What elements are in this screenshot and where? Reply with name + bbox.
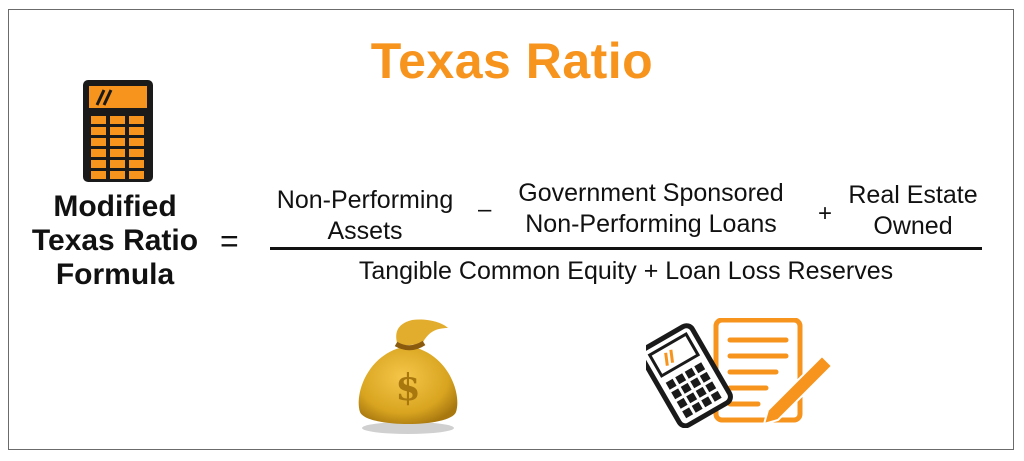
calculator-key [699,371,711,383]
calculator-key [701,396,713,408]
formula-name-line3: Formula [55,258,175,291]
calculator-key [91,138,106,146]
calculator-key [129,160,144,168]
calculator-key [110,149,125,157]
calculator-key [129,116,144,124]
calculator-key [695,386,707,398]
calculator-key [110,138,125,146]
calculator-key [91,149,106,157]
calculator-key [671,388,683,400]
gov-loans-line1: Government Sponsored [518,179,784,207]
calculator-key [686,392,698,404]
numerator-term-gov-loans: Government Sponsored Non-Performing Loan… [496,178,806,240]
calculator-key [91,116,106,124]
reo-line1: Real Estate [848,181,978,209]
formula-name: Modified Texas Ratio Formula [18,190,212,292]
calculator-key [690,377,702,389]
calculator-key [691,401,703,413]
calculator-key [129,171,144,179]
calculator-key [91,160,106,168]
calculator-key [710,390,722,402]
calculator-key [676,397,688,409]
diagram-frame [8,9,1014,450]
calculator-key [675,373,687,385]
page-title: Texas Ratio [370,33,654,89]
calculator-icon [83,80,153,182]
calculator-key [665,378,677,390]
formula-name-line1: Modified [53,190,177,223]
calculator-key [129,127,144,135]
denominator: Tangible Common Equity + Loan Loss Reser… [358,257,894,285]
calculator-key [110,171,125,179]
calculator-key [682,407,694,419]
calculator-key [129,138,144,146]
calculator-key [91,127,106,135]
npa-line2: Assets [327,217,403,245]
npa-line1: Non-Performing [276,186,454,214]
calculator-key [110,160,125,168]
formula-name-line2: Texas Ratio [31,224,199,257]
equals-sign: = [220,223,239,259]
calculator-key [91,171,106,179]
reo-line2: Owned [873,212,953,240]
calculator-key [110,116,125,124]
svg-text:$: $ [395,367,420,409]
numerator-term-npa: Non-Performing Assets [262,185,468,247]
calculator-document-icon [646,318,834,428]
calculator-key [680,382,692,394]
calculator-key [129,149,144,157]
calculator-key [684,367,696,379]
calculator-key [705,381,717,393]
money-bag-icon: $ [358,319,458,434]
plus-operator: + [818,200,833,227]
calculator-key [110,127,125,135]
numerator-term-reo: Real Estate Owned [836,180,990,242]
calculator-key [694,362,706,374]
fraction-bar [270,247,982,250]
gov-loans-line2: Non-Performing Loans [525,210,777,238]
minus-operator: – [478,196,492,223]
